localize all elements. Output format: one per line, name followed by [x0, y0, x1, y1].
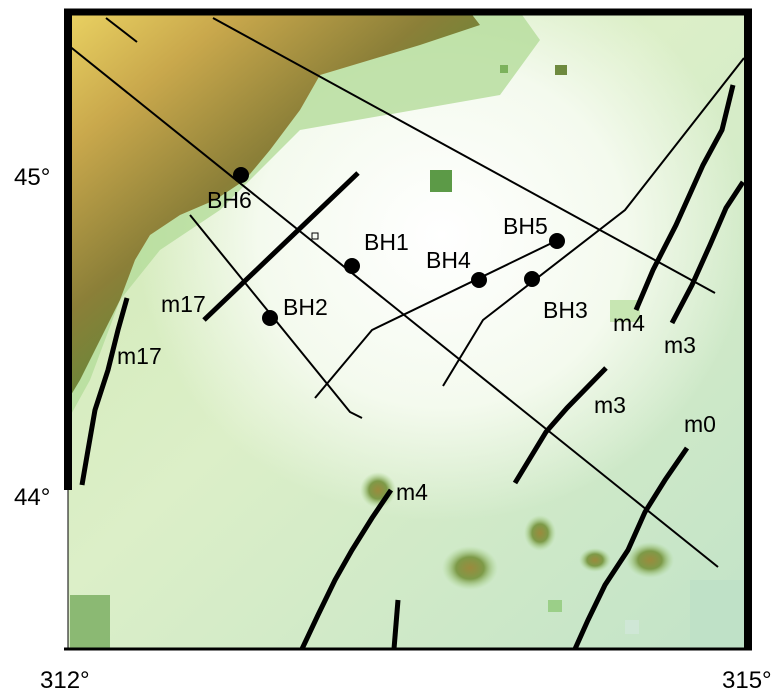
label-bh6: BH6 — [207, 187, 252, 213]
x-tick-315: 315° — [722, 667, 772, 694]
label-m17-east: m17 — [161, 291, 206, 317]
anomaly-labels: m17 m17 m4 m3 m3 m0 m4 — [117, 291, 716, 505]
anomaly-line-m4-north — [633, 84, 736, 311]
profile-line — [314, 239, 559, 399]
profile-line — [68, 44, 719, 568]
small-marker — [311, 232, 319, 240]
borehole-points — [233, 167, 565, 326]
label-bh1: BH1 — [364, 229, 409, 255]
anomaly-line-m3-north — [669, 180, 746, 325]
borehole-labels: BH6 BH1 BH2 BH4 BH5 BH3 — [207, 187, 588, 323]
label-m0: m0 — [684, 411, 716, 437]
profile-line — [212, 17, 716, 294]
label-m17-west: m17 — [117, 343, 162, 369]
borehole-bh3 — [524, 271, 540, 287]
borehole-bh6 — [233, 167, 249, 183]
magnetic-anomaly-lines — [79, 84, 746, 649]
y-tick-44: 44° — [14, 484, 50, 511]
axis-labels: 45° 44° 312° 315° — [14, 164, 772, 694]
label-m3-south: m3 — [594, 392, 626, 418]
y-tick-45: 45° — [14, 164, 50, 191]
anomaly-line-m17-west — [79, 297, 130, 486]
label-m3-north: m3 — [664, 332, 696, 358]
label-m4-south: m4 — [396, 479, 428, 505]
anomaly-line-m4-south — [299, 488, 394, 649]
profile-line — [105, 17, 138, 43]
map-frame — [64, 8, 752, 651]
label-bh4: BH4 — [426, 247, 471, 273]
borehole-bh1 — [344, 258, 360, 274]
borehole-bh2 — [262, 310, 278, 326]
continental-shelf — [68, 12, 480, 400]
x-tick-312: 312° — [40, 667, 90, 694]
label-m4-north: m4 — [613, 310, 645, 336]
label-bh2: BH2 — [283, 294, 328, 320]
anomaly-line-m3-south — [512, 366, 608, 485]
borehole-bh4 — [471, 272, 487, 288]
borehole-bh5 — [549, 233, 565, 249]
label-bh5: BH5 — [503, 213, 548, 239]
bathymetry-layer — [68, 12, 748, 649]
label-bh3: BH3 — [543, 297, 588, 323]
anomaly-line-m4-south-stub — [391, 599, 401, 649]
anomaly-line-m17-east — [202, 171, 360, 322]
profile-line — [442, 57, 745, 387]
anomaly-line-m0 — [572, 446, 690, 649]
